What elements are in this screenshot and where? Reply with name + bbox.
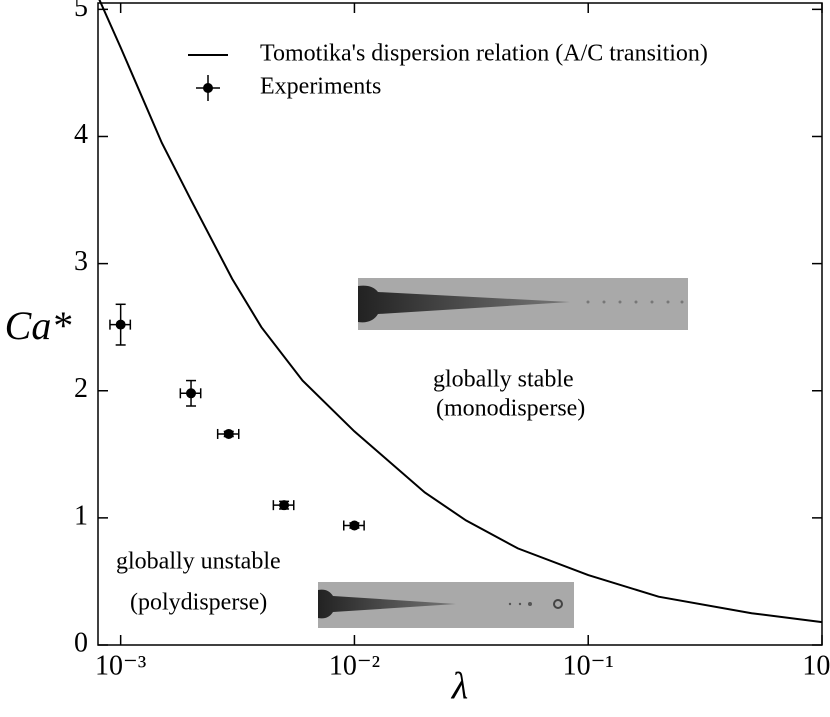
plot-frame	[97, 2, 823, 646]
x-axis-label: λ	[451, 666, 468, 708]
curve	[98, 0, 823, 624]
annotation: globally stable	[433, 367, 574, 393]
x-tick-label: 10⁻¹	[563, 650, 614, 681]
data-point	[115, 319, 126, 330]
y-tick-label: 4	[74, 119, 88, 150]
annotation: globally unstable	[116, 549, 281, 575]
x-tick-label: 10⁻³	[95, 650, 146, 681]
annotation: (monodisperse)	[436, 396, 585, 422]
data-point	[223, 428, 234, 439]
legend-label: Experiments	[260, 74, 381, 100]
y-tick-label: 1	[74, 500, 88, 531]
legend-swatch	[203, 83, 213, 93]
inset-photo-unstable	[318, 582, 574, 628]
annotation: (polydisperse)	[130, 590, 267, 616]
inset-photo-stable	[358, 278, 688, 330]
data-point	[186, 388, 197, 399]
y-tick-label: 5	[74, 0, 88, 23]
data-point	[349, 520, 360, 531]
y-tick-label: 3	[74, 246, 88, 277]
y-tick-label: 0	[74, 627, 88, 658]
y-axis-label: Ca*	[5, 303, 72, 348]
x-tick-label: 10⁰	[802, 650, 830, 681]
y-tick-label: 2	[74, 373, 88, 404]
data-point	[279, 500, 290, 511]
legend-label: Tomotika's dispersion relation (A/C tran…	[260, 41, 708, 67]
x-tick-label: 10⁻²	[329, 650, 380, 681]
